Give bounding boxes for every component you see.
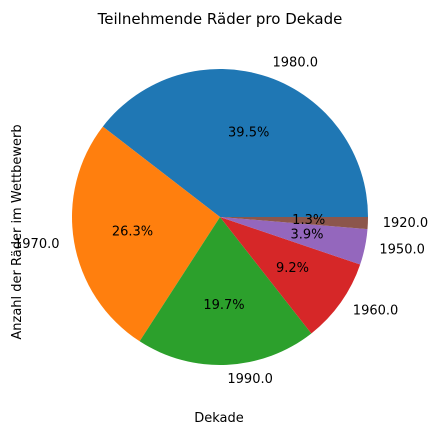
pie-label-1950-0: 1950.0 [379,243,425,258]
pie-slice-1980-0 [102,68,368,217]
pie-percent-1960-0: 9.2% [276,261,309,276]
pie-labels: 1980.0 39.5% 1970.0 26.3% 1990.0 19.7% 1960.0 9… [14,55,428,387]
pie-slices [71,68,368,365]
pie-slice-1990-0 [139,217,312,365]
pie-label-1960-0: 1960.0 [353,304,399,319]
pie-slice-1950-0 [220,217,368,265]
chart-title: Teilnehmende Räder pro Dekade [97,10,343,28]
pie-label-1990-0: 1990.0 [227,372,273,387]
pie-label-1970-0: 1970.0 [14,237,60,252]
pie-percent-1990-0: 19.7% [203,298,244,313]
pie-slice-1970-0 [71,126,220,342]
y-axis-label: Anzahl der Räder im Wettbewerb [10,124,25,339]
pie-percent-1980-0: 39.5% [228,126,269,141]
pie-percent-1970-0: 26.3% [112,225,153,240]
pie-percent-1920-0: 1.3% [292,213,325,228]
x-axis-label: Dekade [194,411,244,426]
pie-label-1920-0: 1920.0 [383,216,429,231]
pie-percent-1950-0: 3.9% [290,228,323,243]
pie-slice-1960-0 [220,217,361,334]
pie-slice-1920-0 [220,217,368,230]
pie-label-1980-0: 1980.0 [273,55,319,70]
